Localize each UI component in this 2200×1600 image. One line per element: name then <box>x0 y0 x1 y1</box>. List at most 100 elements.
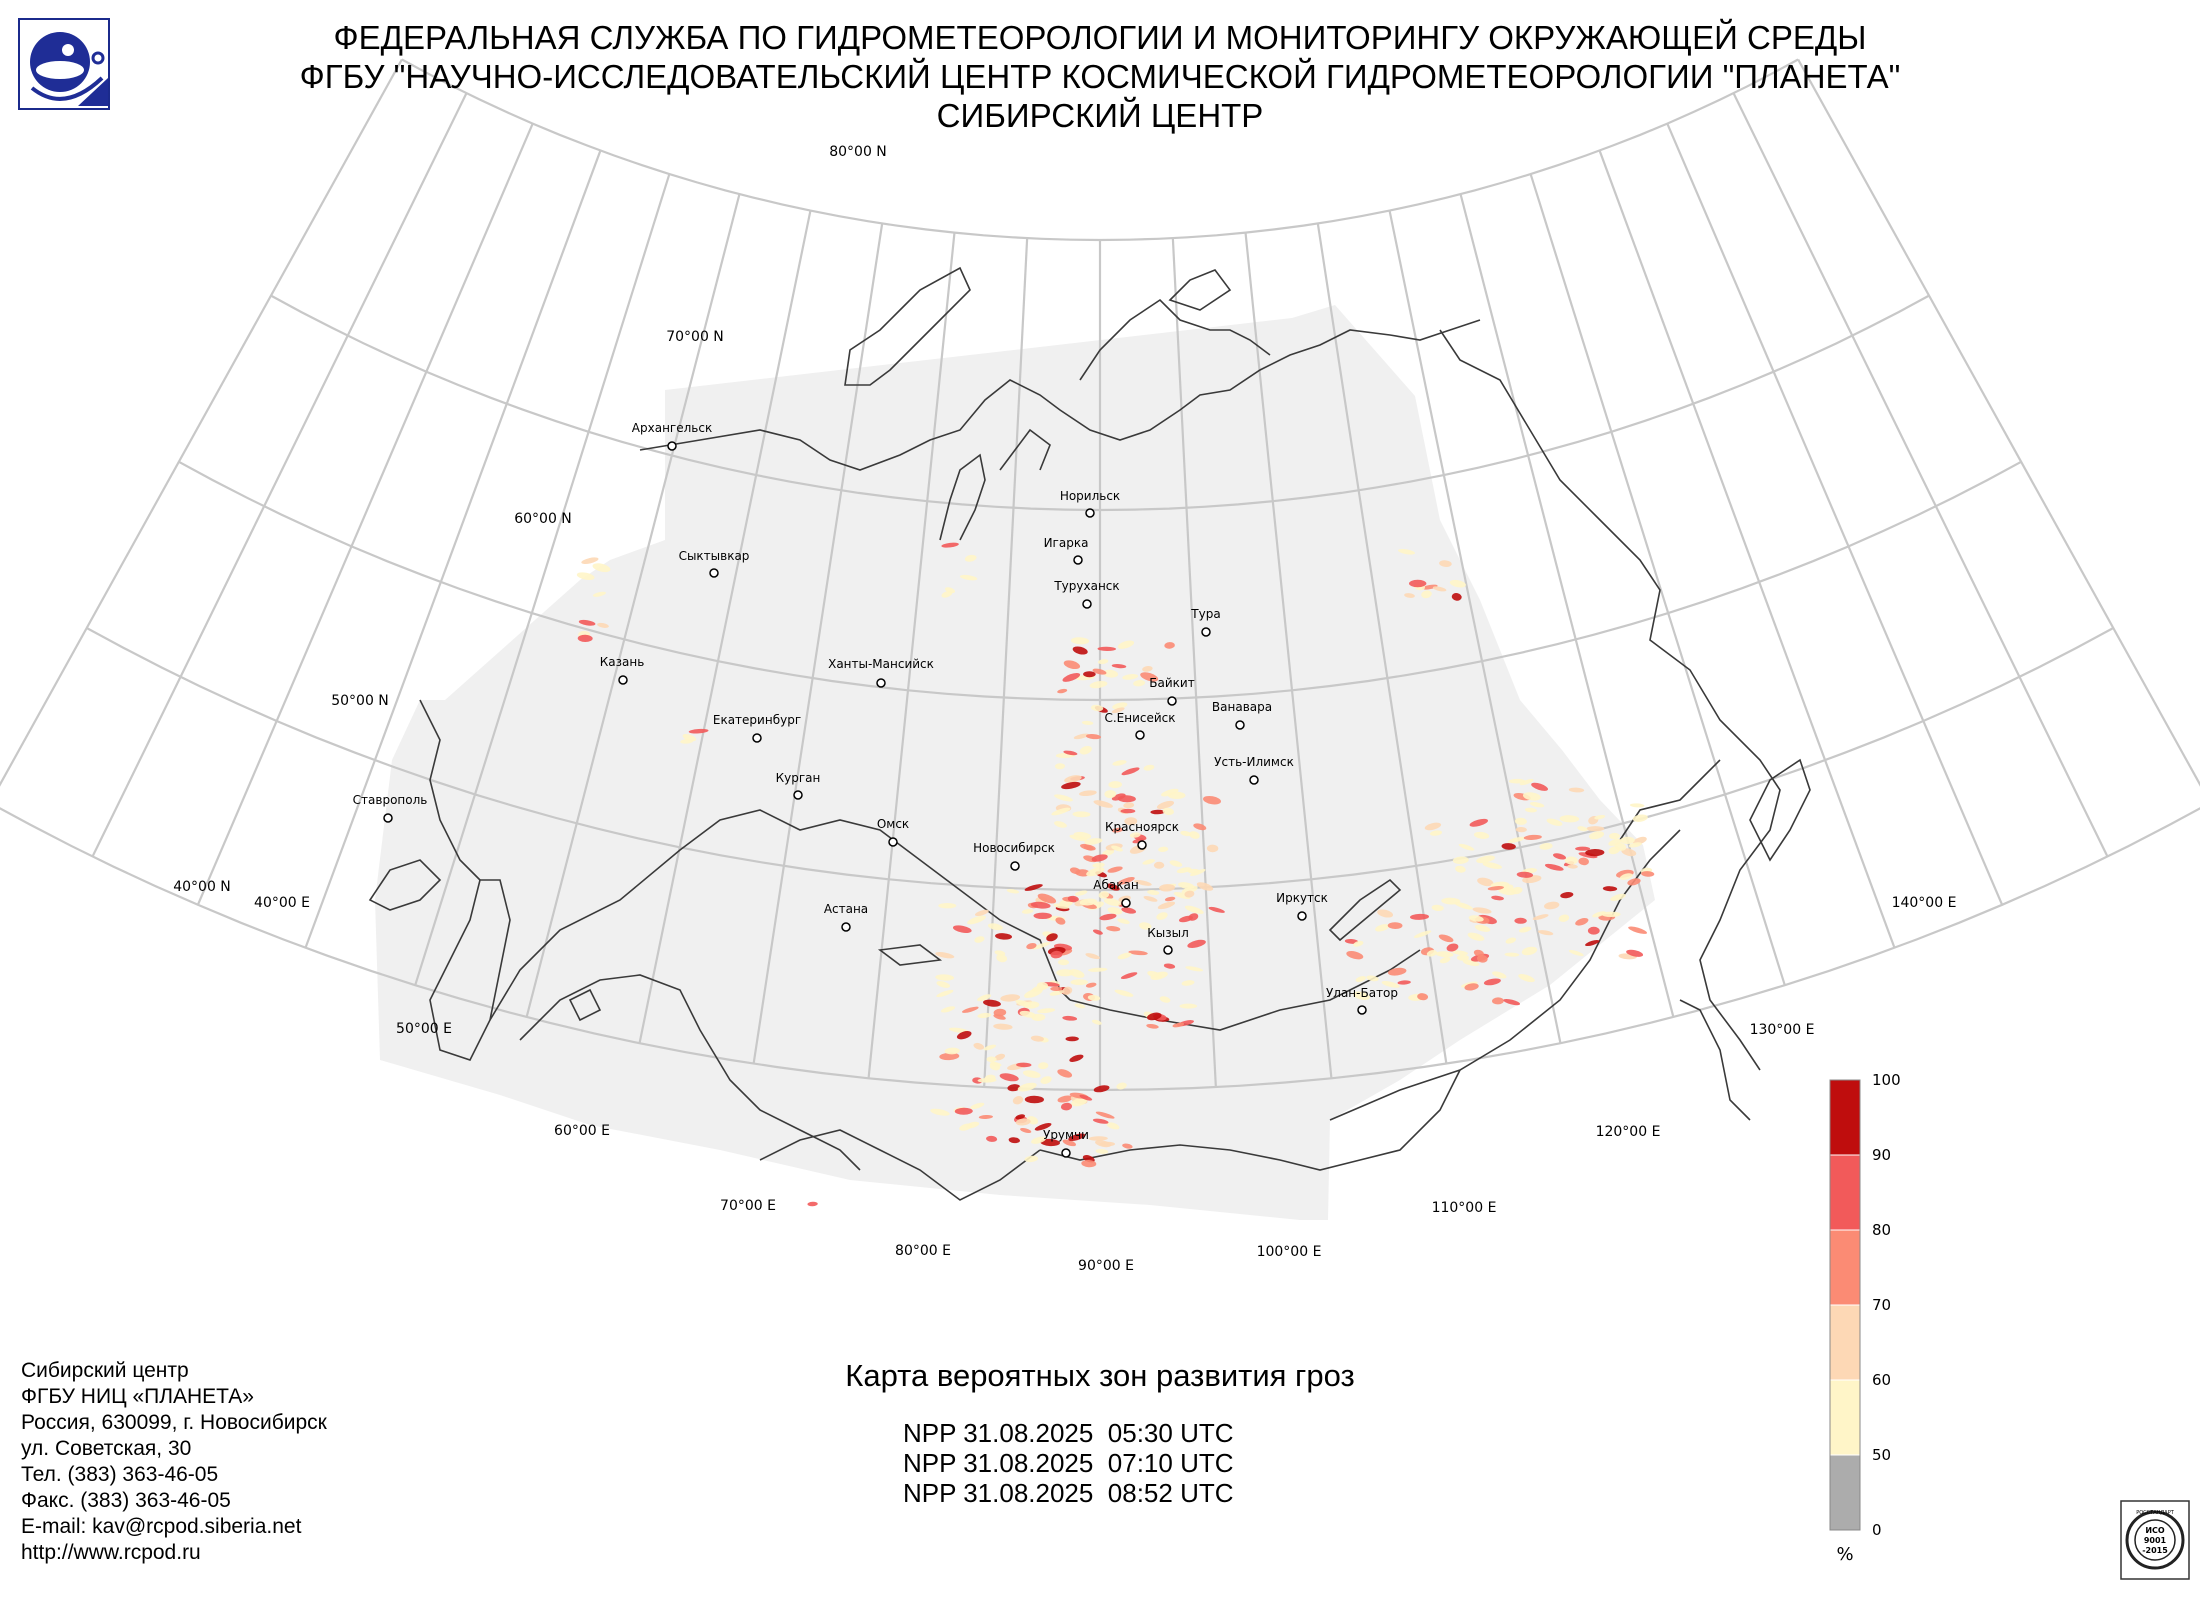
aral-sea <box>568 988 602 1022</box>
contact-website[interactable]: http://www.rcpod.ru <box>21 1541 201 1564</box>
contact-email[interactable]: E-mail: kav@rcpod.siberia.net <box>21 1515 302 1538</box>
meridian-130 <box>1666 123 2004 906</box>
storm-cell <box>1592 911 1606 918</box>
storm-cell <box>1544 901 1560 910</box>
storm-cell <box>1097 646 1117 652</box>
meridian-125 <box>1598 150 1896 949</box>
meridian-110 <box>1388 210 1562 1044</box>
latitude-label: 40°00 N <box>173 879 231 895</box>
pass-2: NPP 31.08.2025 07:10 UTC <box>903 1448 1234 1478</box>
storm-cell <box>1158 846 1169 852</box>
storm-cell <box>1455 865 1466 873</box>
header-line-1: ФЕДЕРАЛЬНАЯ СЛУЖБА ПО ГИДРОМЕТЕОРОЛОГИИ … <box>333 19 1867 56</box>
storm-cell <box>1568 949 1584 957</box>
storm-cell <box>1585 848 1605 857</box>
storm-cell <box>956 1031 972 1040</box>
storm-cell <box>1181 980 1195 986</box>
storm-cell <box>1594 814 1606 820</box>
meridian-135 <box>1732 92 2109 857</box>
storm-cell <box>1143 764 1155 771</box>
storm-cell <box>1084 838 1103 845</box>
storm-cell <box>1062 1139 1077 1147</box>
city-label: Туруханск <box>1053 579 1119 593</box>
storm-cell <box>1431 904 1444 912</box>
storm-cell <box>939 1052 960 1061</box>
city-marker <box>1357 1005 1367 1015</box>
city-label: Урумчи <box>1043 1128 1089 1142</box>
storm-cell <box>1024 1095 1044 1104</box>
city-marker <box>1163 945 1173 955</box>
storm-cell <box>1072 811 1091 818</box>
city-label: Байкит <box>1149 676 1194 690</box>
storm-cell <box>1487 886 1504 891</box>
storm-cell <box>1377 909 1394 918</box>
city-marker <box>1061 1148 1071 1158</box>
storm-cell <box>1073 831 1092 840</box>
storm-cell <box>1098 891 1110 899</box>
storm-cell <box>1069 1054 1084 1062</box>
meridian-55 <box>304 150 602 949</box>
city-label: Улан-Батор <box>1326 986 1398 1000</box>
storm-cell <box>1452 856 1469 864</box>
storm-cell <box>1020 1127 1032 1134</box>
storm-cell <box>1619 873 1633 880</box>
storm-cell <box>1346 951 1364 960</box>
storm-cell <box>983 1044 997 1051</box>
storm-cell <box>1121 767 1140 776</box>
storm-cell <box>1156 912 1168 920</box>
storm-cell <box>1070 637 1090 645</box>
legend-unit: % <box>1836 1544 1853 1565</box>
header-line-2: ФГБУ "НАУЧНО-ИССЛЕДОВАТЕЛЬСКИЙ ЦЕНТР КОС… <box>299 58 1901 95</box>
storm-cell <box>1030 901 1051 909</box>
storm-cell <box>1081 720 1094 725</box>
pass-1: NPP 31.08.2025 05:30 UTC <box>903 1418 1234 1448</box>
storm-cell <box>1069 969 1085 978</box>
storm-cell <box>977 1012 992 1019</box>
arctic-coast <box>639 319 1481 471</box>
storm-cell <box>1503 998 1521 1006</box>
pass-3: NPP 31.08.2025 08:52 UTC <box>903 1478 1234 1508</box>
storm-cell <box>1167 791 1186 800</box>
storm-cell <box>954 1107 973 1115</box>
storm-cell <box>1452 950 1468 956</box>
city-label: Норильск <box>1060 489 1120 503</box>
city-marker <box>1010 861 1020 871</box>
map-title: Карта вероятных зон развития гроз <box>845 1358 1355 1393</box>
storm-cell <box>1092 862 1105 868</box>
color-legend: 100 90 80 70 60 50 0% <box>1829 1071 1901 1565</box>
storm-cell <box>592 563 611 573</box>
storm-cell <box>1446 943 1459 952</box>
storm-cell <box>1577 826 1588 832</box>
storm-cell <box>977 994 992 1002</box>
storm-cell <box>1521 946 1538 956</box>
storm-cell <box>1120 972 1138 979</box>
mongolia-border-south <box>1069 949 1421 1031</box>
storm-cell <box>1117 640 1135 649</box>
storm-cell <box>1087 994 1101 1001</box>
storm-cell <box>987 923 1003 931</box>
storm-cell <box>1632 814 1648 822</box>
storm-cell <box>1472 907 1492 914</box>
longitude-label: 130°00 E <box>1750 1022 1815 1038</box>
storm-cell <box>1491 895 1504 901</box>
storm-cell <box>1432 586 1447 592</box>
storm-cell <box>1492 997 1504 1005</box>
storm-cell <box>1091 854 1108 862</box>
storm-cell <box>1469 818 1489 827</box>
meridian-105 <box>1316 223 1448 1064</box>
city-label: Ставрополь <box>353 793 428 807</box>
storm-cell <box>1519 779 1534 786</box>
storm-cell <box>1514 917 1527 924</box>
meridian-65 <box>525 193 741 1018</box>
legend-swatch <box>1829 1229 1861 1306</box>
storm-cell <box>1587 926 1600 935</box>
city-marker <box>1073 555 1083 565</box>
storm-cell <box>1093 800 1113 808</box>
storm-cell <box>1053 903 1070 909</box>
storm-cell <box>930 1108 950 1116</box>
storm-cell <box>1062 672 1081 682</box>
storm-cell <box>1529 802 1545 808</box>
storm-cell <box>1464 983 1479 991</box>
longitude-label: 80°00 E <box>895 1243 951 1259</box>
meridian-40 <box>0 58 403 787</box>
